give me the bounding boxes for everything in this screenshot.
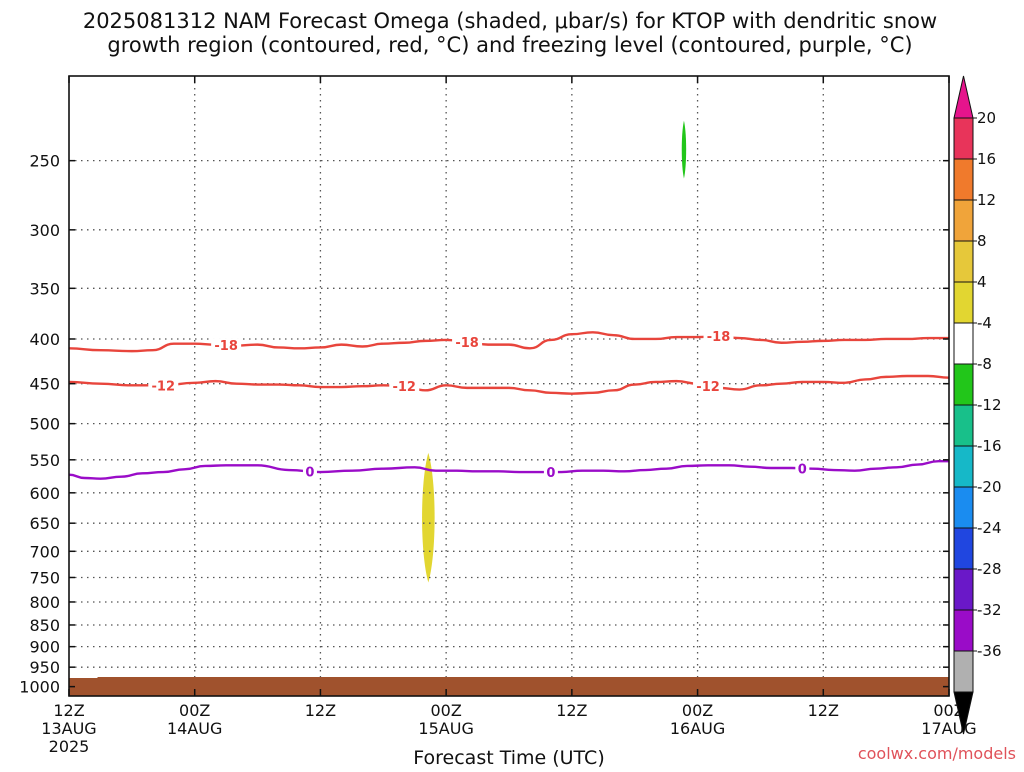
contour-label-minus-18: -18: [214, 339, 238, 354]
x-tick-label: 00Z: [430, 701, 461, 720]
colorbar-label: 12: [977, 191, 996, 209]
contour-label-0: 0: [305, 465, 314, 480]
contour-label-bg: [452, 334, 483, 349]
colorbar-label: -12: [977, 396, 1002, 414]
x-tick-label: 16AUG: [670, 719, 725, 738]
colorbar-swatch: [953, 363, 974, 406]
colorbar-swatch: [953, 117, 974, 160]
colorbar-label: -36: [977, 642, 1002, 660]
colorbar-label: -8: [977, 355, 992, 373]
contour-label-bg: [795, 461, 810, 476]
x-tick-label: 12Z: [53, 701, 84, 720]
y-tick-label: 250: [29, 152, 60, 171]
y-tick-label: 800: [29, 593, 60, 612]
colorbar-swatch: [953, 527, 974, 570]
colorbar-label: 16: [977, 150, 996, 168]
x-tick-label: 17AUG: [921, 719, 976, 738]
x-axis-label: Forecast Time (UTC): [413, 747, 604, 768]
contour-label-minus-18: -18: [707, 330, 731, 345]
temperature-contours: -18 -18 -18 -12 -12 -12 0 0 0: [68, 329, 950, 481]
x-tick-label: 13AUG: [41, 719, 96, 738]
colorbar-swatch: [953, 158, 974, 201]
y-tick-label: 350: [29, 279, 60, 298]
colorbar-label: 8: [977, 232, 987, 250]
x-tick-label: 14AUG: [167, 719, 222, 738]
y-tick-label: 1000: [19, 678, 60, 697]
plot-background: [69, 76, 949, 696]
colorbar-label: 4: [977, 273, 987, 291]
colorbar: 20 16 12 8 4 -4 -8 -12 -16 -20 -24 -28 -32 -36: [953, 75, 1002, 735]
contour-label-bg: [148, 378, 179, 393]
colorbar-label: -4: [977, 314, 992, 332]
plot-border: [68, 75, 950, 697]
omega-shading: [422, 120, 687, 583]
colorbar-swatch: [953, 568, 974, 611]
x-tick-label: 12Z: [305, 701, 336, 720]
colorbar-swatch: [953, 609, 974, 652]
colorbar-swatch: [953, 281, 974, 324]
contour-label-bg: [389, 379, 420, 394]
y-tick-label: 700: [29, 542, 60, 561]
y-axis: 250 300 350 400 450 500 550 600 650 700 750 800 850 9…: [19, 152, 949, 697]
plot-area: [69, 76, 949, 696]
contour-label-bg: [302, 464, 317, 479]
chart-title-line-1: 2025081312 NAM Forecast Omega (shaded, μ…: [83, 9, 937, 33]
omega-negative-region: [681, 120, 687, 179]
y-tick-label: 600: [29, 484, 60, 503]
y-tick-label: 750: [29, 568, 60, 587]
colorbar-top-arrow: [953, 75, 974, 119]
colorbar-swatch: [953, 322, 974, 365]
y-tick-label: 550: [29, 451, 60, 470]
credit-text: coolwx.com/models: [858, 744, 1016, 763]
terrain-fill: [69, 677, 949, 696]
contour-label-minus-12: -12: [152, 379, 176, 394]
contour-label-minus-12: -12: [696, 380, 720, 395]
contour-label-bg: [703, 329, 734, 344]
contour-label-0: 0: [798, 462, 807, 477]
colorbar-label: -24: [977, 519, 1002, 537]
colorbar-label: -20: [977, 478, 1002, 496]
colorbar-swatch: [953, 240, 974, 283]
y-tick-label: 450: [29, 375, 60, 394]
y-tick-label: 500: [29, 415, 60, 434]
contour-label-0: 0: [546, 466, 555, 481]
y-tick-label: 900: [29, 638, 60, 657]
contour-label-minus-18: -18: [455, 336, 479, 351]
contour-label-minus-12: -12: [392, 380, 416, 395]
terrain-fill-area: [69, 677, 949, 696]
colorbar-bottom-arrow: [953, 691, 974, 735]
colorbar-label: 20: [977, 109, 996, 127]
x-tick-label: 15AUG: [418, 719, 473, 738]
contour-label-bg: [693, 378, 724, 393]
contour-line-0: [68, 459, 949, 480]
colorbar-label: -32: [977, 601, 1002, 619]
colorbar-swatch: [953, 650, 974, 693]
x-tick-label: 12Z: [556, 701, 587, 720]
plot-frame: [68, 75, 950, 697]
colorbar-swatch: [953, 486, 974, 529]
colorbar-label: -28: [977, 560, 1002, 578]
x-tick-label: 00Z: [682, 701, 713, 720]
colorbar-swatch: [953, 199, 974, 242]
contour-label-bg: [543, 465, 558, 480]
y-tick-label: 850: [29, 616, 60, 635]
y-tick-label: 300: [29, 221, 60, 240]
y-tick-label: 650: [29, 514, 60, 533]
contour-line-minus-12: [68, 374, 950, 395]
contour-label-bg: [211, 338, 242, 353]
x-tick-label: 2025: [49, 737, 90, 756]
colorbar-label: -16: [977, 437, 1002, 455]
chart-title-line-2: growth region (contoured, red, °C) and f…: [107, 33, 912, 57]
omega-positive-region: [422, 452, 435, 583]
colorbar-swatch: [953, 445, 974, 488]
colorbar-swatch: [953, 404, 974, 447]
x-tick-label: 00Z: [179, 701, 210, 720]
x-tick-label: 12Z: [808, 701, 839, 720]
y-tick-label: 400: [29, 330, 60, 349]
y-tick-label: 950: [29, 658, 60, 677]
